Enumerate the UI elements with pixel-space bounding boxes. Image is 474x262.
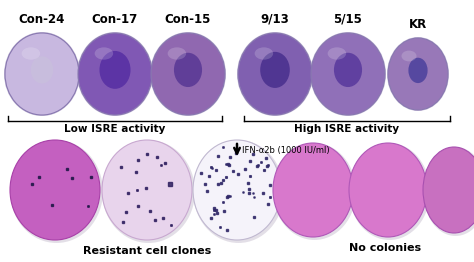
Ellipse shape [387, 37, 449, 111]
Ellipse shape [193, 140, 281, 240]
Ellipse shape [78, 33, 152, 115]
Ellipse shape [95, 47, 113, 60]
Ellipse shape [273, 143, 353, 237]
Ellipse shape [273, 143, 356, 240]
Ellipse shape [401, 51, 417, 61]
Ellipse shape [31, 56, 53, 83]
Ellipse shape [334, 53, 362, 87]
Ellipse shape [5, 33, 79, 115]
Ellipse shape [349, 143, 430, 240]
Ellipse shape [102, 140, 195, 243]
Ellipse shape [193, 140, 284, 243]
Ellipse shape [328, 47, 346, 60]
Ellipse shape [22, 47, 40, 60]
Ellipse shape [150, 32, 226, 116]
Text: Con-15: Con-15 [165, 13, 211, 26]
Ellipse shape [255, 47, 273, 60]
Ellipse shape [237, 32, 313, 116]
Ellipse shape [4, 32, 80, 116]
Text: High ISRE activity: High ISRE activity [294, 124, 400, 134]
Ellipse shape [238, 33, 312, 115]
Text: Resistant cell clones: Resistant cell clones [83, 246, 211, 256]
Ellipse shape [77, 32, 153, 116]
Text: Con-24: Con-24 [19, 13, 65, 26]
Text: Con-17: Con-17 [92, 13, 138, 26]
Ellipse shape [100, 51, 130, 89]
Text: 9/13: 9/13 [261, 13, 289, 26]
Ellipse shape [10, 140, 100, 240]
Ellipse shape [388, 38, 448, 110]
Ellipse shape [168, 47, 186, 60]
Text: Low ISRE activity: Low ISRE activity [64, 124, 166, 134]
Ellipse shape [423, 147, 474, 236]
Text: KR: KR [409, 18, 427, 31]
Ellipse shape [310, 32, 386, 116]
Ellipse shape [311, 33, 385, 115]
Ellipse shape [151, 33, 225, 115]
Ellipse shape [423, 147, 474, 233]
Ellipse shape [102, 140, 192, 240]
Ellipse shape [174, 53, 202, 87]
Text: IFN-α2b (1000 IU/ml): IFN-α2b (1000 IU/ml) [242, 145, 329, 155]
Text: No colonies: No colonies [349, 243, 421, 253]
Ellipse shape [349, 143, 427, 237]
Ellipse shape [260, 52, 290, 88]
Ellipse shape [10, 140, 103, 243]
Ellipse shape [409, 58, 428, 83]
Text: 5/15: 5/15 [334, 13, 363, 26]
